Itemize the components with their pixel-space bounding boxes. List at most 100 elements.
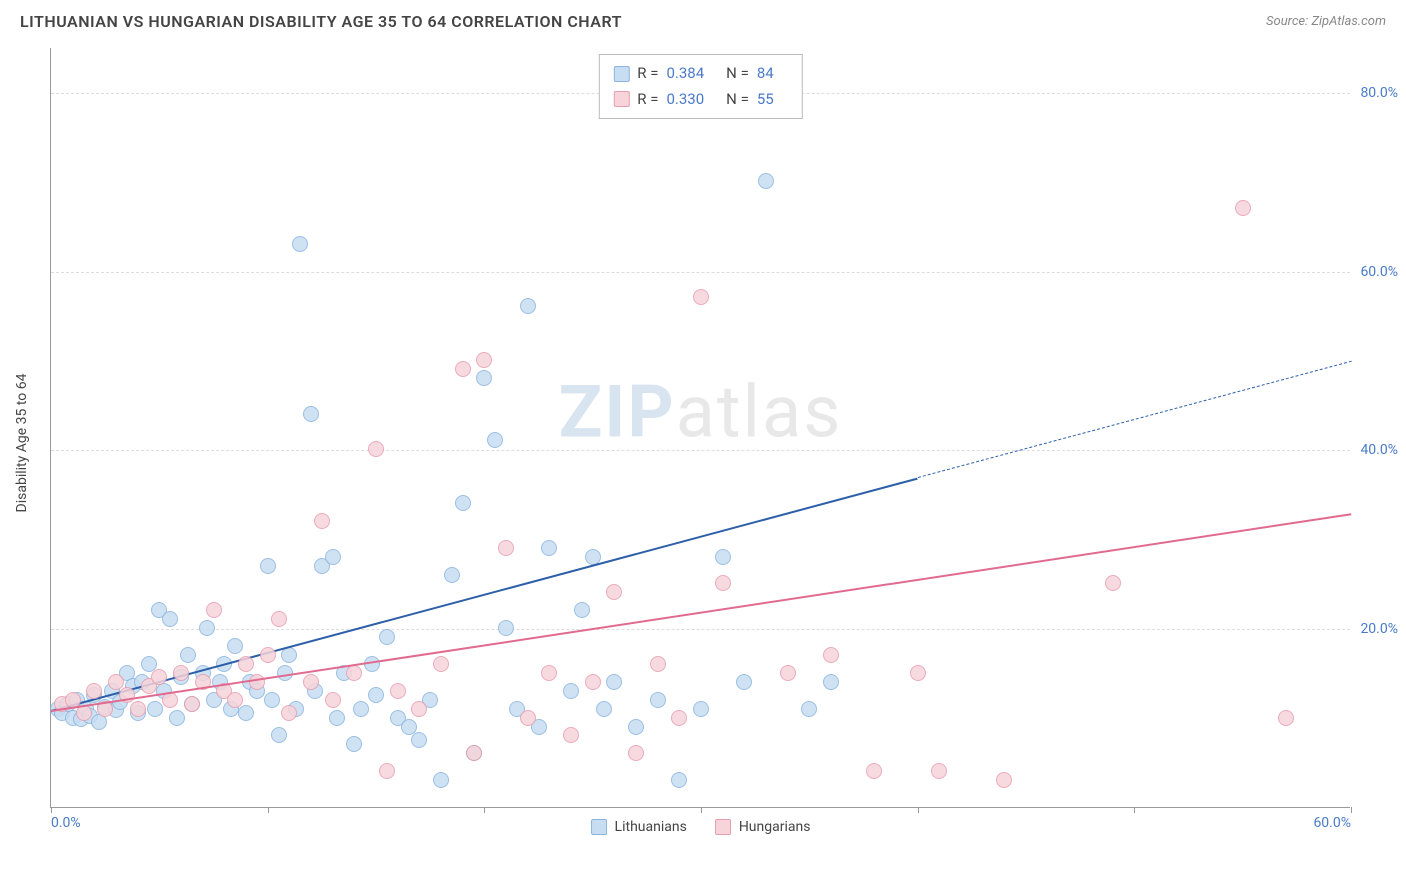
legend-swatch: [613, 66, 629, 82]
correlation-legend: R = 0.384 N = 84R = 0.330 N = 55: [598, 54, 802, 119]
y-tick-label: 80.0%: [1360, 85, 1398, 101]
data-point-hungarians: [1105, 575, 1121, 591]
x-tick-label: 60.0%: [1313, 815, 1351, 831]
data-point-lithuanians: [411, 732, 427, 748]
data-point-lithuanians: [379, 629, 395, 645]
data-point-hungarians: [715, 575, 731, 591]
data-point-lithuanians: [606, 674, 622, 690]
legend-item: Lithuanians: [591, 819, 687, 835]
legend-swatch: [591, 819, 607, 835]
data-point-lithuanians: [401, 719, 417, 735]
data-point-hungarians: [249, 674, 265, 690]
data-point-lithuanians: [141, 656, 157, 672]
r-value: 0.330: [666, 87, 704, 113]
data-point-lithuanians: [303, 406, 319, 422]
data-point-lithuanians: [487, 432, 503, 448]
data-point-hungarians: [379, 763, 395, 779]
data-point-lithuanians: [368, 687, 384, 703]
data-point-lithuanians: [227, 638, 243, 654]
legend-label: Hungarians: [739, 819, 811, 835]
data-point-lithuanians: [433, 772, 449, 788]
data-point-lithuanians: [563, 683, 579, 699]
data-point-hungarians: [541, 665, 557, 681]
data-point-lithuanians: [329, 710, 345, 726]
data-point-hungarians: [606, 584, 622, 600]
data-point-hungarians: [693, 289, 709, 305]
x-tick-label: 0.0%: [51, 815, 81, 831]
n-value: 84: [757, 61, 774, 87]
data-point-hungarians: [996, 772, 1012, 788]
data-point-lithuanians: [574, 602, 590, 618]
data-point-hungarians: [260, 647, 276, 663]
y-tick-label: 60.0%: [1360, 264, 1398, 280]
data-point-hungarians: [86, 683, 102, 699]
x-tick-mark: [918, 807, 919, 813]
data-point-lithuanians: [596, 701, 612, 717]
source-label: Source: ZipAtlas.com: [1266, 14, 1386, 29]
y-tick-label: 20.0%: [1360, 621, 1398, 637]
data-point-hungarians: [368, 441, 384, 457]
x-tick-mark: [1351, 807, 1352, 813]
data-point-hungarians: [151, 669, 167, 685]
data-point-hungarians: [466, 745, 482, 761]
data-point-lithuanians: [169, 710, 185, 726]
data-point-lithuanians: [271, 727, 287, 743]
data-point-lithuanians: [292, 236, 308, 252]
data-point-lithuanians: [444, 567, 460, 583]
r-value: 0.384: [666, 61, 704, 87]
data-point-hungarians: [866, 763, 882, 779]
n-value: 55: [757, 87, 774, 113]
n-label: N =: [726, 61, 749, 87]
legend-swatch: [613, 91, 629, 107]
gridline-h: [51, 450, 1350, 451]
data-point-hungarians: [108, 674, 124, 690]
data-point-lithuanians: [520, 298, 536, 314]
data-point-lithuanians: [715, 549, 731, 565]
legend-row-lithuanians: R = 0.384 N = 84: [613, 61, 787, 87]
data-point-lithuanians: [736, 674, 752, 690]
data-point-lithuanians: [260, 558, 276, 574]
data-point-hungarians: [823, 647, 839, 663]
data-point-lithuanians: [180, 647, 196, 663]
x-tick-mark: [484, 807, 485, 813]
data-point-hungarians: [390, 683, 406, 699]
data-point-lithuanians: [238, 705, 254, 721]
data-point-hungarians: [520, 710, 536, 726]
data-point-lithuanians: [628, 719, 644, 735]
data-point-hungarians: [281, 705, 297, 721]
r-label: R =: [637, 61, 658, 87]
series-legend: Lithuanians Hungarians: [591, 819, 811, 835]
y-axis-label: Disability Age 35 to 64: [14, 374, 30, 513]
data-point-hungarians: [931, 763, 947, 779]
data-point-hungarians: [184, 696, 200, 712]
data-point-hungarians: [238, 656, 254, 672]
data-point-hungarians: [314, 513, 330, 529]
gridline-h: [51, 272, 1350, 273]
data-point-hungarians: [476, 352, 492, 368]
data-point-hungarians: [455, 361, 471, 377]
data-point-lithuanians: [455, 495, 471, 511]
chart-title: LITHUANIAN VS HUNGARIAN DISABILITY AGE 3…: [20, 12, 622, 31]
data-point-hungarians: [650, 656, 666, 672]
n-label: N =: [726, 87, 749, 113]
trend-line: [51, 513, 1351, 712]
x-tick-mark: [701, 807, 702, 813]
watermark: ZIPatlas: [559, 370, 843, 455]
data-point-lithuanians: [325, 549, 341, 565]
data-point-lithuanians: [693, 701, 709, 717]
data-point-hungarians: [628, 745, 644, 761]
data-point-hungarians: [1278, 710, 1294, 726]
chart-area: Disability Age 35 to 64 ZIPatlas R = 0.3…: [50, 48, 1390, 838]
data-point-hungarians: [346, 665, 362, 681]
data-point-lithuanians: [199, 620, 215, 636]
data-point-lithuanians: [671, 772, 687, 788]
data-point-hungarians: [780, 665, 796, 681]
data-point-hungarians: [671, 710, 687, 726]
data-point-hungarians: [271, 611, 287, 627]
data-point-hungarians: [498, 540, 514, 556]
trend-line: [918, 361, 1352, 478]
data-point-hungarians: [325, 692, 341, 708]
data-point-lithuanians: [758, 173, 774, 189]
data-point-lithuanians: [162, 611, 178, 627]
data-point-hungarians: [173, 665, 189, 681]
